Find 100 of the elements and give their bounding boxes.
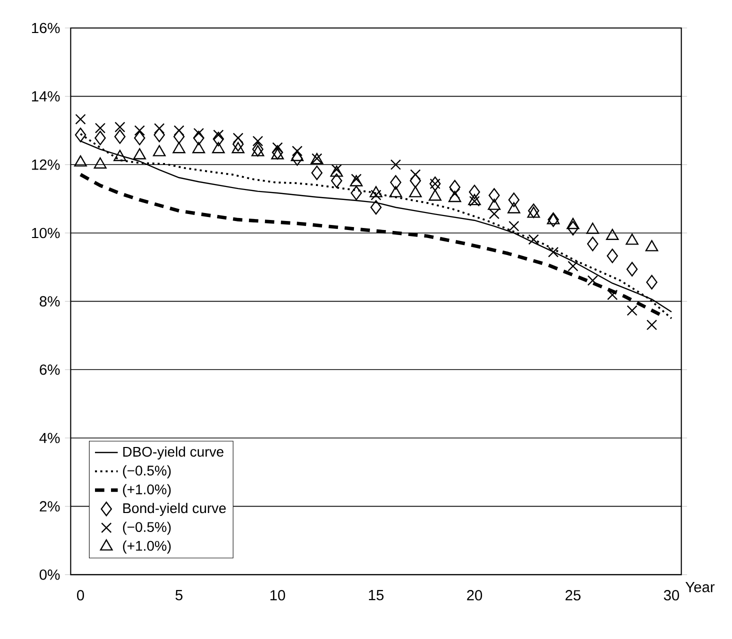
point (645, 240, 658, 252)
point (606, 248, 618, 264)
point (508, 202, 520, 214)
point (114, 150, 126, 162)
point (114, 122, 126, 133)
point (252, 142, 264, 157)
point (626, 234, 638, 245)
x-tick-label: 15 (368, 590, 384, 600)
point (528, 234, 539, 245)
point (193, 128, 204, 139)
point (410, 169, 421, 180)
point (548, 246, 559, 258)
point (449, 188, 460, 200)
point (646, 275, 658, 290)
point (350, 175, 363, 187)
point (94, 158, 107, 169)
point (251, 145, 264, 156)
point (370, 200, 382, 215)
point (449, 180, 460, 195)
point (607, 290, 618, 300)
point (134, 125, 145, 136)
point (212, 142, 225, 154)
point (133, 148, 146, 160)
point (350, 174, 362, 184)
point (74, 128, 86, 142)
point (587, 275, 598, 286)
point (232, 142, 244, 154)
point (508, 192, 520, 208)
point (154, 123, 165, 134)
point (94, 122, 106, 134)
point (311, 166, 323, 180)
point (114, 130, 126, 144)
point (646, 320, 658, 330)
legend-label: (+1.0%) (123, 540, 171, 554)
point (528, 204, 540, 218)
point (232, 137, 244, 152)
point (586, 222, 600, 234)
point (626, 262, 638, 277)
point (626, 305, 638, 316)
legend-label: Bond-yield curve (123, 503, 226, 516)
legend-label: (+1.0%) (123, 484, 171, 498)
x-tick-label: 5 (176, 590, 182, 600)
point (272, 142, 283, 154)
point (390, 160, 402, 170)
point (488, 208, 500, 220)
point (173, 130, 185, 144)
point (370, 190, 382, 201)
y-tick-label: 14% (32, 91, 60, 102)
point (193, 130, 204, 146)
point (252, 136, 264, 147)
point (527, 206, 540, 218)
y-tick-label: 4% (39, 433, 60, 444)
point (606, 228, 619, 240)
point (272, 145, 284, 160)
x-tick-label: 25 (566, 590, 581, 601)
point (134, 130, 146, 146)
point (292, 151, 303, 166)
y-tick-label: 12% (32, 160, 60, 170)
point (192, 142, 206, 154)
x-tick-label: 0 (77, 590, 84, 601)
point (448, 191, 462, 202)
point (508, 221, 520, 232)
point (75, 114, 86, 125)
point (350, 186, 362, 200)
point (389, 186, 402, 198)
point (212, 132, 224, 146)
point (213, 130, 224, 140)
y-tick-label: 10% (32, 228, 60, 238)
point (154, 128, 165, 142)
point (172, 142, 186, 154)
point (174, 125, 184, 136)
point (567, 221, 579, 236)
legend-label: (−0.5%) (123, 465, 171, 478)
point (292, 146, 303, 156)
y-tick-label: 16% (32, 22, 60, 34)
x-axis-title: Year (686, 582, 715, 592)
x-tick-label: 20 (467, 590, 482, 601)
point (428, 190, 442, 201)
legend-label: (−0.5%) (123, 522, 171, 535)
point (370, 186, 382, 198)
point (587, 236, 598, 252)
point (390, 175, 402, 190)
point (488, 198, 501, 210)
legend-label: DBO-yield curve (123, 446, 224, 460)
point (409, 186, 422, 198)
point (488, 188, 500, 203)
y-tick-label: 8% (40, 296, 60, 307)
x-tick-label: 30 (664, 590, 680, 601)
point (271, 148, 284, 160)
y-tick-label: 0% (40, 570, 60, 580)
x-tick-label: 10 (270, 590, 286, 601)
point (468, 184, 480, 200)
y-tick-label: 6% (40, 364, 60, 376)
y-tick-label: 2% (40, 501, 60, 512)
point (152, 145, 166, 156)
point (74, 156, 87, 167)
point (331, 174, 342, 188)
point (546, 213, 560, 224)
point (232, 132, 244, 144)
point (410, 174, 421, 188)
